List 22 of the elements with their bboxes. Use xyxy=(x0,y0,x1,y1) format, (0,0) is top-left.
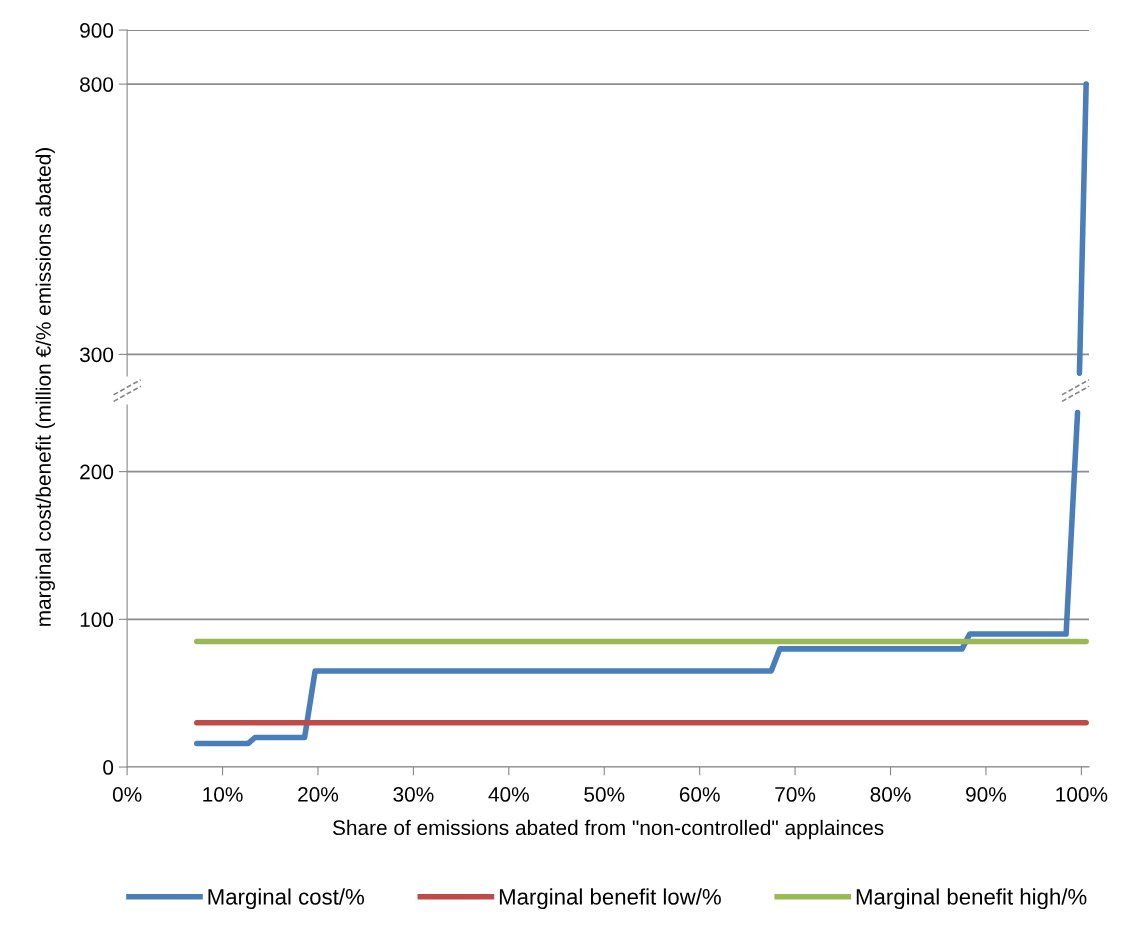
x-tick-label: 10% xyxy=(203,787,243,802)
x-tick-label: 80% xyxy=(870,787,911,802)
x-tick-label: 30% xyxy=(393,787,434,802)
y-tick-label: 900 xyxy=(80,23,114,38)
y-axis-title: marginal cost/benefit (million €/% emissions abated) xyxy=(35,148,55,626)
x-tick-label: 0% xyxy=(112,787,142,802)
x-tick-label: 40% xyxy=(488,787,529,802)
x-tick-label: 50% xyxy=(584,787,625,802)
y-tick-label: 200 xyxy=(80,464,114,480)
x-tick-label: 20% xyxy=(298,787,339,802)
x-tick-label: 100% xyxy=(1056,787,1108,802)
legend-label: Marginal benefit high/% xyxy=(856,888,1087,910)
x-tick-label: 60% xyxy=(679,787,720,802)
x-tick-label: 70% xyxy=(775,787,816,802)
legend-label: Marginal cost/% xyxy=(208,888,364,910)
x-tick-label: 90% xyxy=(966,787,1007,802)
y-tick-label: 0 xyxy=(103,760,114,775)
y-tick-label: 300 xyxy=(79,347,114,363)
y-tick-label: 800 xyxy=(80,77,114,92)
x-axis-title: Share of emissions abated from "non-controlled" applainces xyxy=(332,819,884,840)
legend-label: Marginal benefit low/% xyxy=(499,888,721,910)
y-tick-label: 100 xyxy=(80,612,114,628)
